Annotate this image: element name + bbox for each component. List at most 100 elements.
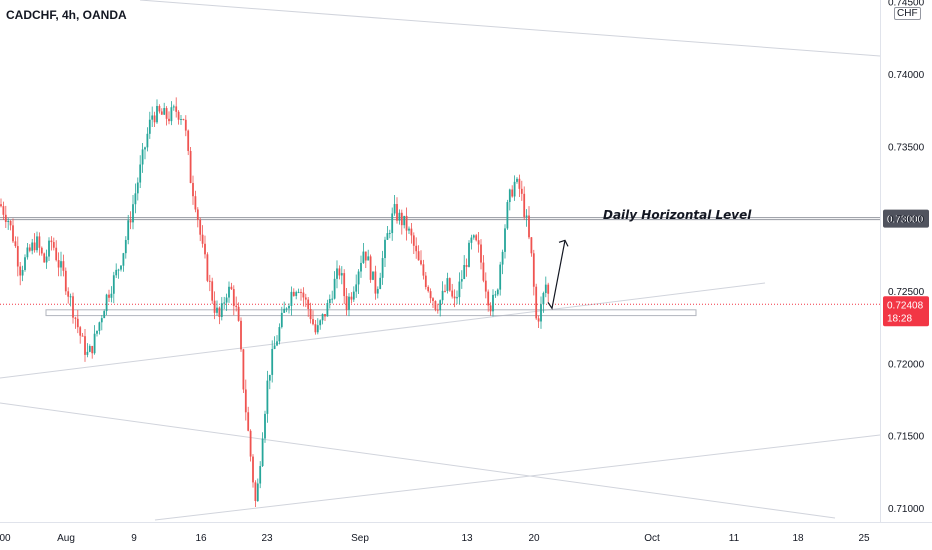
candle-body (151, 115, 154, 120)
x-tick-label: 13 (461, 533, 473, 544)
candle-body (261, 438, 264, 467)
candle-body (160, 111, 163, 115)
candle-body (26, 247, 29, 258)
candle-body (355, 284, 358, 292)
candle-body (518, 178, 521, 189)
candle-body (336, 268, 338, 279)
candle-body (312, 319, 314, 325)
current-price-label-bg (883, 296, 929, 327)
horizontal-level-label-bg (883, 209, 929, 228)
candle-body (76, 318, 79, 328)
candle-body (194, 196, 197, 210)
countdown-label: 18:28 (887, 313, 912, 324)
candle-body (271, 348, 274, 375)
candle-body (278, 327, 281, 342)
candle-body (472, 235, 475, 238)
candle-body (249, 430, 252, 457)
candle-body (264, 413, 266, 439)
candle-body (124, 239, 127, 254)
candle-body (148, 119, 151, 134)
candle-body (237, 306, 240, 321)
candle-body (81, 335, 84, 337)
x-tick-label: 20 (528, 533, 540, 544)
candle-body (499, 264, 502, 290)
candle-body (184, 119, 187, 131)
candle-body (232, 289, 235, 306)
candle-body (456, 297, 458, 299)
candle-body (64, 270, 67, 292)
candle-body (213, 300, 216, 313)
candle-body (501, 251, 504, 265)
trendlines (0, 0, 881, 521)
candles-layer (0, 97, 550, 507)
candle-body (388, 233, 391, 235)
candle-body (228, 286, 230, 298)
candle-body (86, 351, 89, 355)
candle-body (444, 290, 446, 292)
candle-body (405, 215, 408, 231)
candle-body (28, 247, 31, 251)
candle-body (206, 254, 209, 281)
candle-body (43, 253, 46, 263)
candle-body (50, 240, 53, 243)
candle-body (441, 290, 444, 301)
y-tick-label: 0.71000 (888, 504, 925, 515)
candle-body (256, 483, 259, 502)
candle-body (324, 314, 326, 317)
candle-body (2, 206, 5, 215)
candle-body (98, 322, 101, 331)
candle-body (14, 241, 17, 247)
candle-body (508, 189, 511, 203)
candle-body (290, 291, 293, 306)
candle-body (88, 346, 91, 352)
candle-body (429, 291, 432, 299)
x-tick-label: Sep (351, 533, 369, 544)
candle-body (93, 333, 96, 354)
candle-body (427, 286, 430, 292)
candle-body (180, 119, 182, 121)
candle-body (475, 235, 478, 241)
candle-body (516, 178, 518, 182)
candle-body (532, 253, 535, 287)
candle-body (60, 261, 62, 268)
candle-body (484, 280, 487, 292)
y-tick-label: 0.74500 (888, 0, 925, 9)
level-annotation: Daily Horizontal Level (603, 208, 752, 222)
candle-body (420, 260, 422, 265)
candle-body (364, 251, 367, 261)
x-tick-label: Aug (57, 533, 75, 544)
candle-body (16, 246, 19, 267)
candle-body (412, 235, 415, 246)
currency-unit-badge[interactable]: CHF (894, 7, 921, 20)
candle-body (446, 278, 449, 291)
candle-body (100, 318, 103, 323)
candle-body (136, 182, 139, 194)
candle-body (84, 336, 86, 355)
candle-body (139, 164, 142, 183)
candle-body (69, 296, 72, 298)
candle-body (504, 228, 506, 252)
candle-body (369, 256, 372, 280)
candle-body (218, 307, 221, 318)
candle-body (280, 312, 283, 328)
candle-body (216, 307, 218, 313)
candle-body (168, 118, 170, 122)
candle-body (276, 341, 278, 346)
x-tick-label: 23 (261, 533, 273, 544)
candle-body (511, 189, 514, 197)
candle-body (487, 291, 490, 306)
candle-body (105, 294, 108, 312)
candle-body (120, 265, 122, 270)
candle-body (374, 271, 377, 294)
candle-body (141, 149, 144, 165)
candle-body (422, 264, 425, 276)
candle-body (12, 225, 14, 242)
candle-body (535, 286, 538, 319)
candle-body (321, 314, 324, 321)
candle-body (348, 296, 350, 310)
candle-body (33, 242, 36, 251)
candle-body (352, 291, 355, 300)
candle-body (156, 105, 158, 123)
candle-body (292, 291, 295, 296)
